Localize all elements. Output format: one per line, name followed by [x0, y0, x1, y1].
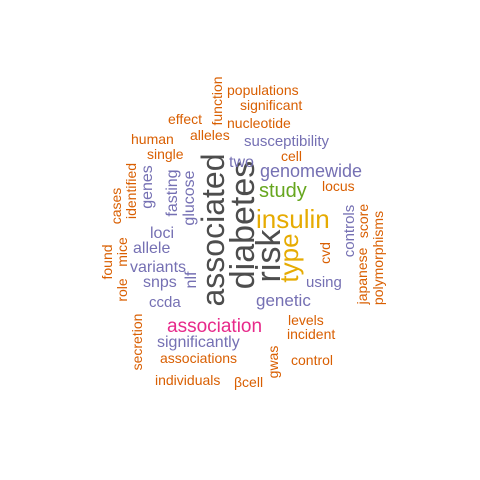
word-glucose: glucose: [181, 170, 198, 225]
word-diabetes: diabetes: [224, 161, 262, 290]
word-genetic: genetic: [256, 291, 311, 310]
word-controls: controls: [341, 205, 358, 258]
word-nucleotide: nucleotide: [227, 115, 291, 131]
word-role: role: [114, 278, 130, 302]
word-polymorphisms: polymorphisms: [370, 211, 386, 305]
word-function: function: [209, 76, 225, 125]
word-association: association: [167, 316, 262, 337]
word-japanese: japanese: [354, 247, 370, 305]
word-cases: cases: [108, 188, 124, 225]
word-individuals: individuals: [155, 372, 220, 388]
word-susceptibility: susceptibility: [244, 133, 330, 150]
word-genes: genes: [139, 165, 156, 209]
word-human: human: [131, 131, 174, 147]
word-alleles: alleles: [190, 127, 230, 143]
word-significantly: significantly: [157, 334, 240, 351]
word-populations: populations: [227, 82, 299, 98]
word-control: control: [291, 352, 333, 368]
word-type: type: [274, 233, 304, 282]
word-variants: variants: [130, 259, 186, 276]
word-incident: incident: [287, 326, 335, 342]
word-genomewide: genomewide: [260, 161, 362, 181]
word-levels: levels: [288, 312, 324, 328]
word-risk: risk: [250, 229, 288, 283]
word-snps: snps: [143, 274, 177, 291]
word-identified: identified: [123, 163, 139, 219]
word-associations: associations: [160, 350, 237, 366]
word-found: found: [99, 244, 115, 279]
word-mice: mice: [114, 237, 130, 267]
word-ccda: ccda: [149, 294, 181, 311]
word-fasting: fasting: [164, 169, 181, 216]
word-associated: associated: [195, 154, 231, 307]
word-nlf: nlf: [183, 271, 200, 288]
word-gwas: gwas: [265, 346, 281, 379]
word-insulin: insulin: [256, 204, 330, 234]
word-score: score: [355, 204, 371, 238]
word-effect: effect: [168, 111, 202, 127]
word-allele: allele: [133, 240, 170, 257]
word-cell: cell: [281, 148, 302, 164]
word-using: using: [306, 274, 342, 291]
word-study: study: [259, 180, 307, 202]
word-loci: loci: [150, 225, 174, 242]
word-two: two: [229, 154, 254, 171]
word-cvd: cvd: [317, 242, 333, 264]
word-beta-cell: βcell: [234, 374, 263, 390]
word-locus: locus: [322, 178, 355, 194]
word-secretion: secretion: [129, 314, 145, 371]
word-significant: significant: [240, 97, 302, 113]
word-single: single: [147, 146, 184, 162]
